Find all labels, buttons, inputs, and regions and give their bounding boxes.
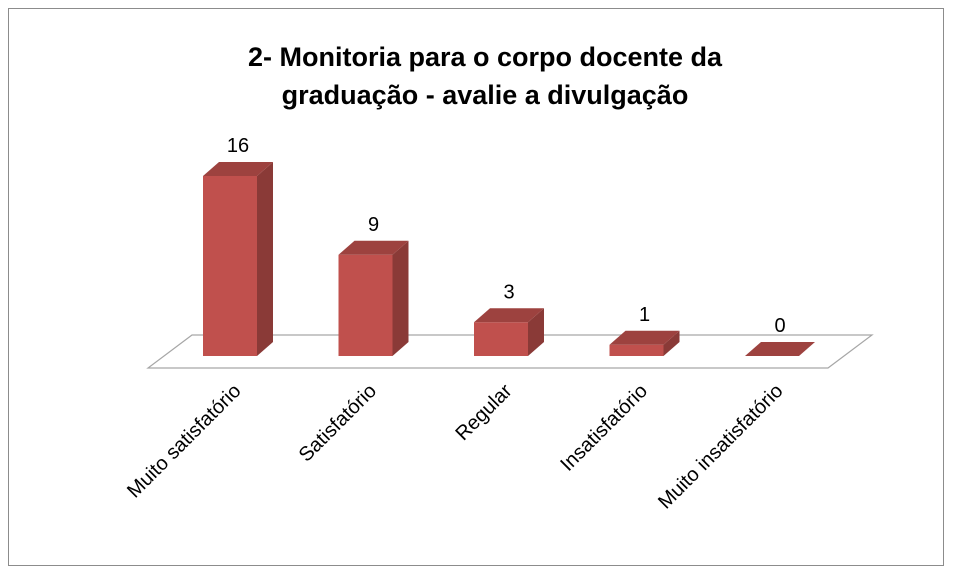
bar-top xyxy=(474,308,544,323)
x-tick-label: Insatisfatório xyxy=(556,380,652,476)
bar-top xyxy=(745,342,815,356)
x-tick-label: Regular xyxy=(451,380,516,445)
x-tick-label: Muito insatisfatório xyxy=(654,380,787,513)
data-label: 1 xyxy=(639,304,650,326)
x-tick-label: Satisfatório xyxy=(295,380,381,466)
bar-side xyxy=(528,308,544,356)
chart-border xyxy=(8,8,944,566)
bar-side xyxy=(392,240,409,356)
bar xyxy=(474,308,544,356)
bar-top xyxy=(338,240,409,255)
data-label: 9 xyxy=(368,214,379,236)
bar-front xyxy=(609,344,664,356)
bar-top xyxy=(203,162,273,176)
bar xyxy=(203,162,273,356)
bar xyxy=(609,330,680,356)
bar-side xyxy=(663,330,680,356)
bar-front xyxy=(203,176,257,356)
bar-front xyxy=(474,322,528,356)
bar xyxy=(338,240,409,356)
chart-title: 2- Monitoria para o corpo docente da gra… xyxy=(247,42,723,110)
bar-top xyxy=(609,330,680,345)
bar-side xyxy=(257,162,273,356)
bar xyxy=(745,342,815,356)
x-tick-label: Muito satisfatório xyxy=(123,380,245,502)
bar-front xyxy=(338,254,393,356)
data-label: 0 xyxy=(774,315,785,337)
data-label: 3 xyxy=(503,281,514,303)
floor xyxy=(146,334,874,369)
data-label: 16 xyxy=(227,135,249,157)
